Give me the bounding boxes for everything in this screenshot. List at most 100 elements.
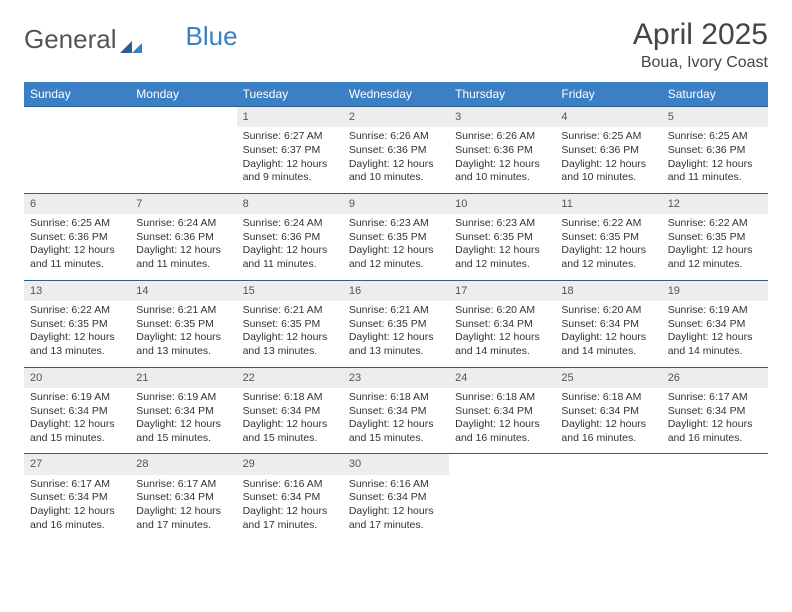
daylight-text-2: and 9 minutes. bbox=[243, 171, 337, 185]
daylight-text-2: and 17 minutes. bbox=[136, 519, 230, 533]
day-content-cell bbox=[24, 127, 130, 193]
daylight-text-2: and 15 minutes. bbox=[136, 432, 230, 446]
day-number-cell bbox=[555, 454, 661, 475]
sunrise-text: Sunrise: 6:21 AM bbox=[349, 304, 443, 318]
day-content-cell: Sunrise: 6:19 AMSunset: 6:34 PMDaylight:… bbox=[130, 388, 236, 454]
sunrise-text: Sunrise: 6:19 AM bbox=[30, 391, 124, 405]
daylight-text: Daylight: 12 hours bbox=[136, 505, 230, 519]
daylight-text: Daylight: 12 hours bbox=[561, 331, 655, 345]
daylight-text-2: and 16 minutes. bbox=[455, 432, 549, 446]
sunrise-text: Sunrise: 6:23 AM bbox=[349, 217, 443, 231]
sunrise-text: Sunrise: 6:22 AM bbox=[561, 217, 655, 231]
day-number-cell: 27 bbox=[24, 454, 130, 475]
sunrise-text: Sunrise: 6:18 AM bbox=[561, 391, 655, 405]
daylight-text: Daylight: 12 hours bbox=[136, 244, 230, 258]
day-number-cell: 8 bbox=[237, 193, 343, 214]
sunrise-text: Sunrise: 6:22 AM bbox=[668, 217, 762, 231]
daylight-text: Daylight: 12 hours bbox=[668, 418, 762, 432]
sunset-text: Sunset: 6:34 PM bbox=[243, 491, 337, 505]
day-number-cell: 10 bbox=[449, 193, 555, 214]
sunset-text: Sunset: 6:34 PM bbox=[30, 405, 124, 419]
day-content-cell: Sunrise: 6:26 AMSunset: 6:36 PMDaylight:… bbox=[449, 127, 555, 193]
day-content-cell: Sunrise: 6:21 AMSunset: 6:35 PMDaylight:… bbox=[237, 301, 343, 367]
day-content-cell: Sunrise: 6:20 AMSunset: 6:34 PMDaylight:… bbox=[555, 301, 661, 367]
day-number-cell: 21 bbox=[130, 367, 236, 388]
day-content-cell: Sunrise: 6:25 AMSunset: 6:36 PMDaylight:… bbox=[24, 214, 130, 280]
day-content-cell: Sunrise: 6:22 AMSunset: 6:35 PMDaylight:… bbox=[555, 214, 661, 280]
sunset-text: Sunset: 6:34 PM bbox=[136, 491, 230, 505]
day-number-cell: 5 bbox=[662, 107, 768, 128]
day-content-cell: Sunrise: 6:17 AMSunset: 6:34 PMDaylight:… bbox=[130, 475, 236, 541]
daylight-text-2: and 15 minutes. bbox=[30, 432, 124, 446]
day-content-cell: Sunrise: 6:24 AMSunset: 6:36 PMDaylight:… bbox=[237, 214, 343, 280]
content-row: Sunrise: 6:22 AMSunset: 6:35 PMDaylight:… bbox=[24, 301, 768, 367]
day-content-cell: Sunrise: 6:20 AMSunset: 6:34 PMDaylight:… bbox=[449, 301, 555, 367]
daylight-text: Daylight: 12 hours bbox=[349, 244, 443, 258]
daylight-text-2: and 10 minutes. bbox=[455, 171, 549, 185]
sunrise-text: Sunrise: 6:26 AM bbox=[349, 130, 443, 144]
day-content-cell: Sunrise: 6:27 AMSunset: 6:37 PMDaylight:… bbox=[237, 127, 343, 193]
content-row: Sunrise: 6:27 AMSunset: 6:37 PMDaylight:… bbox=[24, 127, 768, 193]
day-content-cell: Sunrise: 6:18 AMSunset: 6:34 PMDaylight:… bbox=[237, 388, 343, 454]
day-header-row: Sunday Monday Tuesday Wednesday Thursday… bbox=[24, 82, 768, 107]
daylight-text: Daylight: 12 hours bbox=[349, 158, 443, 172]
day-number-cell: 6 bbox=[24, 193, 130, 214]
daylight-text: Daylight: 12 hours bbox=[243, 331, 337, 345]
daylight-text: Daylight: 12 hours bbox=[349, 418, 443, 432]
daylight-text-2: and 11 minutes. bbox=[668, 171, 762, 185]
day-number-cell: 23 bbox=[343, 367, 449, 388]
daylight-text: Daylight: 12 hours bbox=[455, 418, 549, 432]
sunrise-text: Sunrise: 6:18 AM bbox=[243, 391, 337, 405]
day-content-cell bbox=[130, 127, 236, 193]
daylight-text: Daylight: 12 hours bbox=[668, 244, 762, 258]
sunrise-text: Sunrise: 6:18 AM bbox=[349, 391, 443, 405]
content-row: Sunrise: 6:17 AMSunset: 6:34 PMDaylight:… bbox=[24, 475, 768, 541]
sunset-text: Sunset: 6:34 PM bbox=[455, 405, 549, 419]
day-number-cell bbox=[449, 454, 555, 475]
daynum-row: 12345 bbox=[24, 107, 768, 128]
daylight-text: Daylight: 12 hours bbox=[561, 418, 655, 432]
daylight-text-2: and 14 minutes. bbox=[561, 345, 655, 359]
sunrise-text: Sunrise: 6:20 AM bbox=[561, 304, 655, 318]
daylight-text: Daylight: 12 hours bbox=[243, 158, 337, 172]
content-row: Sunrise: 6:25 AMSunset: 6:36 PMDaylight:… bbox=[24, 214, 768, 280]
sunrise-text: Sunrise: 6:19 AM bbox=[668, 304, 762, 318]
sunset-text: Sunset: 6:34 PM bbox=[243, 405, 337, 419]
day-number-cell bbox=[130, 107, 236, 128]
sunset-text: Sunset: 6:35 PM bbox=[243, 318, 337, 332]
day-number-cell: 4 bbox=[555, 107, 661, 128]
content-row: Sunrise: 6:19 AMSunset: 6:34 PMDaylight:… bbox=[24, 388, 768, 454]
day-number-cell: 16 bbox=[343, 280, 449, 301]
day-number-cell: 9 bbox=[343, 193, 449, 214]
day-content-cell: Sunrise: 6:23 AMSunset: 6:35 PMDaylight:… bbox=[343, 214, 449, 280]
sunset-text: Sunset: 6:34 PM bbox=[455, 318, 549, 332]
sunset-text: Sunset: 6:35 PM bbox=[349, 318, 443, 332]
calendar-body: 12345Sunrise: 6:27 AMSunset: 6:37 PMDayl… bbox=[24, 107, 768, 541]
daylight-text: Daylight: 12 hours bbox=[668, 331, 762, 345]
day-number-cell: 26 bbox=[662, 367, 768, 388]
sunset-text: Sunset: 6:34 PM bbox=[349, 491, 443, 505]
brand-part2: Blue bbox=[186, 21, 238, 52]
day-content-cell: Sunrise: 6:17 AMSunset: 6:34 PMDaylight:… bbox=[662, 388, 768, 454]
day-header: Thursday bbox=[449, 82, 555, 107]
day-content-cell: Sunrise: 6:22 AMSunset: 6:35 PMDaylight:… bbox=[24, 301, 130, 367]
daylight-text-2: and 16 minutes. bbox=[668, 432, 762, 446]
day-content-cell bbox=[449, 475, 555, 541]
sunrise-text: Sunrise: 6:24 AM bbox=[243, 217, 337, 231]
daylight-text-2: and 12 minutes. bbox=[455, 258, 549, 272]
day-content-cell: Sunrise: 6:18 AMSunset: 6:34 PMDaylight:… bbox=[449, 388, 555, 454]
sunset-text: Sunset: 6:35 PM bbox=[349, 231, 443, 245]
calendar-table: Sunday Monday Tuesday Wednesday Thursday… bbox=[24, 82, 768, 540]
sunrise-text: Sunrise: 6:21 AM bbox=[243, 304, 337, 318]
day-content-cell: Sunrise: 6:23 AMSunset: 6:35 PMDaylight:… bbox=[449, 214, 555, 280]
sunset-text: Sunset: 6:35 PM bbox=[668, 231, 762, 245]
daylight-text-2: and 11 minutes. bbox=[30, 258, 124, 272]
daylight-text-2: and 12 minutes. bbox=[668, 258, 762, 272]
daylight-text-2: and 12 minutes. bbox=[349, 258, 443, 272]
sunset-text: Sunset: 6:34 PM bbox=[349, 405, 443, 419]
day-content-cell bbox=[662, 475, 768, 541]
sunset-text: Sunset: 6:35 PM bbox=[455, 231, 549, 245]
sunrise-text: Sunrise: 6:17 AM bbox=[668, 391, 762, 405]
day-number-cell: 17 bbox=[449, 280, 555, 301]
daynum-row: 27282930 bbox=[24, 454, 768, 475]
